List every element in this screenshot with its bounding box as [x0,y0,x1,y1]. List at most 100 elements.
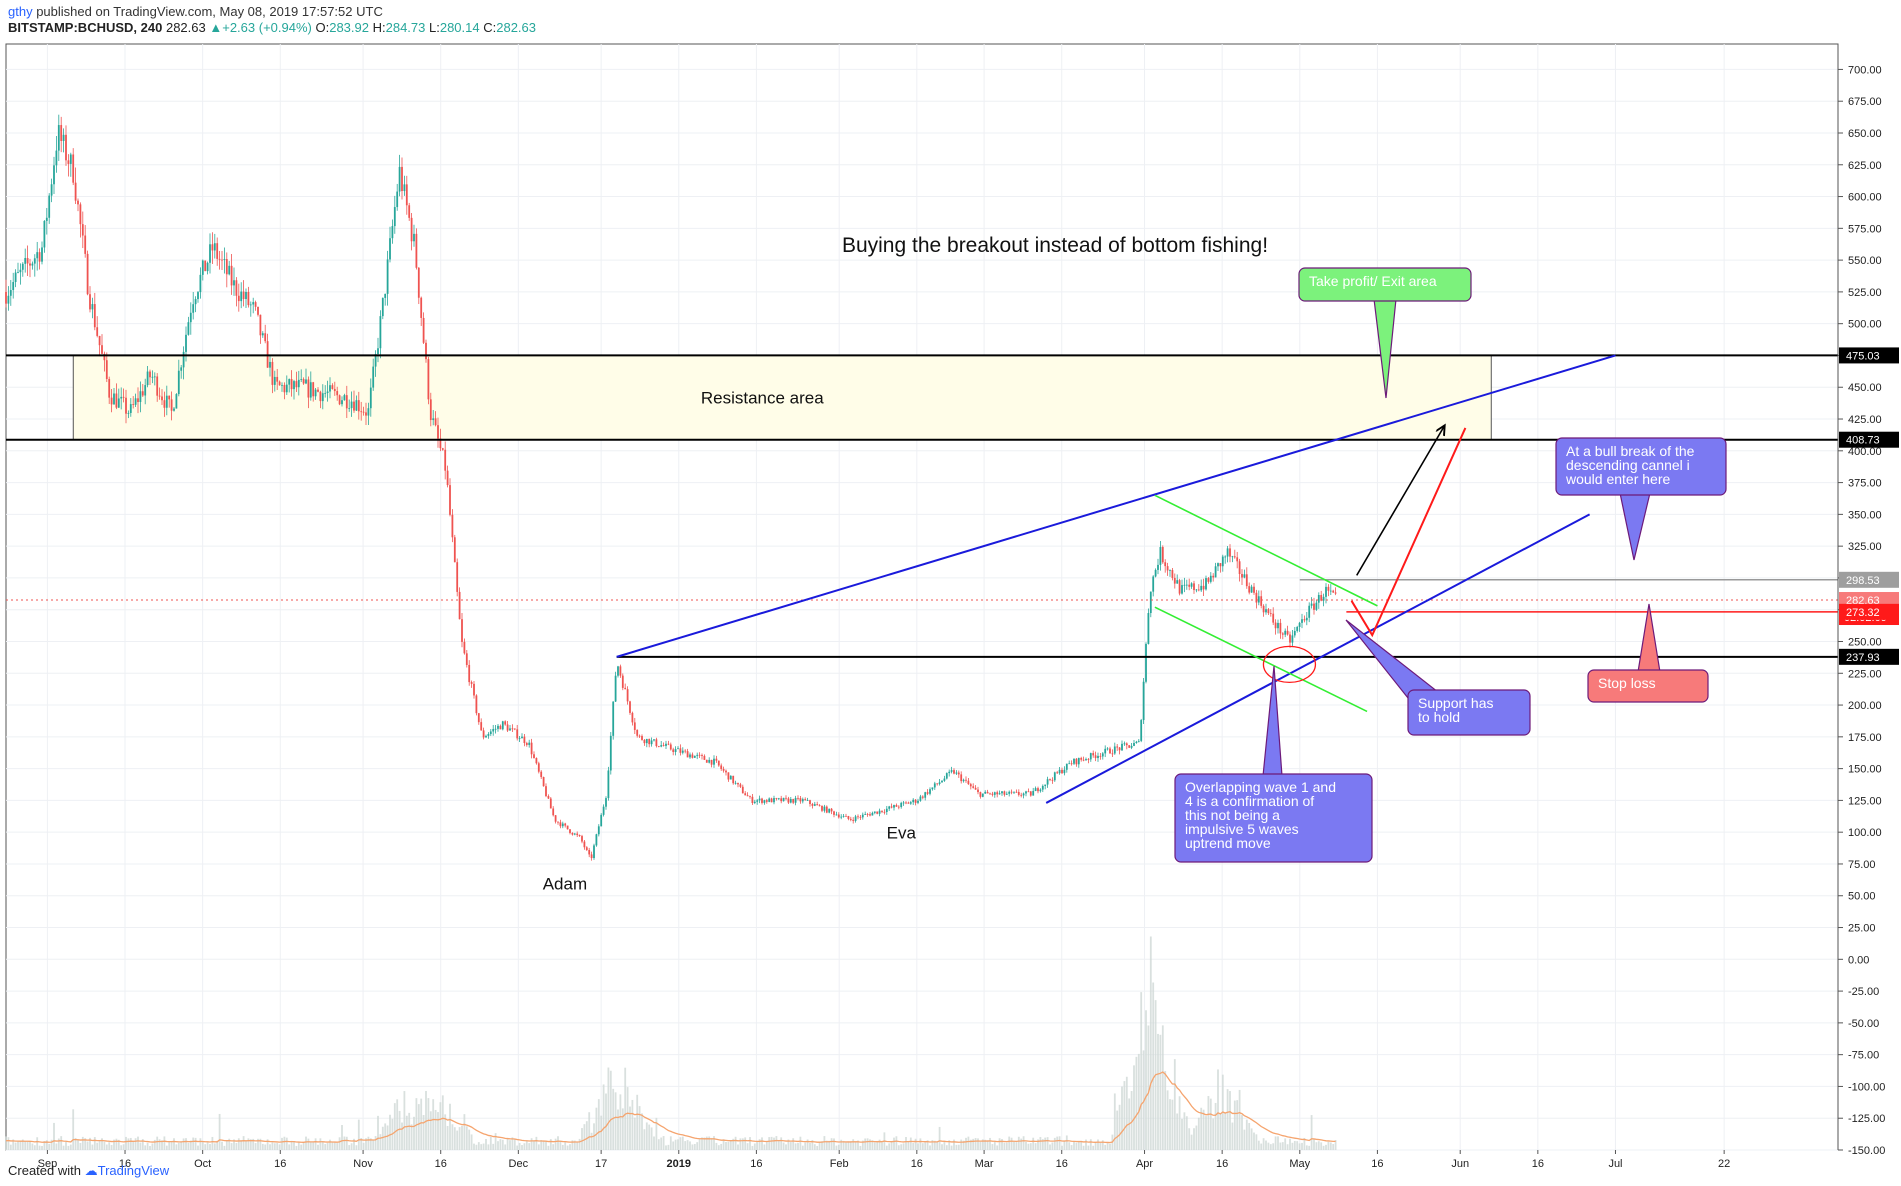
tradingview-link[interactable]: TradingView [97,1163,170,1178]
trend-line-upper-channel[interactable] [616,354,1616,658]
callout-take-profit[interactable]: Take profit/ Exit area [1298,267,1472,399]
volume-bar [153,1139,156,1150]
candle [369,387,372,409]
volume-bar [557,1136,559,1150]
volume-bar [1334,1140,1337,1150]
volume-bar [1049,1144,1051,1150]
candle [79,204,82,225]
volume-bar [38,1145,41,1150]
candle [1001,791,1003,794]
candle [348,408,351,409]
candle [540,771,543,778]
trend-line-descending-top[interactable] [1154,494,1378,607]
candle [902,802,905,804]
candle [98,335,101,346]
open-label: O: [315,20,330,35]
y-tick-label: -25.00 [1848,986,1879,998]
volume-bar [17,1140,19,1150]
candle [305,379,307,384]
volume-bar [127,1138,130,1150]
volume-bar [549,1139,552,1150]
volume-bar [1053,1137,1056,1150]
author-link[interactable]: gthy [8,4,33,19]
volume-bar [1166,1090,1169,1150]
candle [473,683,475,696]
volume-bar [621,1108,624,1150]
volume-bar [60,1136,63,1150]
candle [1267,609,1270,614]
volume-bar [1315,1142,1318,1150]
candle [1169,570,1171,571]
x-tick-label: Jul [1608,1158,1622,1170]
callout-stop-loss[interactable]: Stop loss [1587,603,1709,703]
candle [761,798,763,803]
callout-text: impulsive 5 waves [1185,821,1299,837]
volume-bar [1241,1115,1243,1150]
volume-bar [41,1145,43,1150]
volume-bar [110,1144,113,1150]
volume-bar [948,1140,951,1150]
candle [302,379,305,384]
volume-bar [897,1145,900,1150]
volume-bar [372,1139,375,1150]
volume-bar [1063,1141,1066,1150]
candle [17,272,19,273]
candle [545,786,547,797]
candle [115,393,118,408]
volume-bar [1329,1142,1332,1150]
volume-bar [84,1138,87,1150]
volume-bar [290,1140,293,1150]
y-tick-label: 100.00 [1848,827,1882,839]
candle [307,379,310,398]
candle [60,125,63,141]
candle [151,376,154,378]
volume-bar [638,1106,641,1150]
volume-bar [989,1137,991,1150]
annotation-eva: Eva [887,824,917,843]
chart-title: Buying the breakout instead of bottom fi… [842,234,1268,257]
volume-bar [521,1145,523,1150]
volume-bar [1058,1136,1061,1150]
volume-bar [554,1138,557,1150]
candle [7,295,10,304]
y-tick-label: 250.00 [1848,636,1882,648]
volume-bar [929,1145,931,1150]
volume-bar [835,1145,838,1150]
volume-bar [237,1138,240,1150]
volume-bar [449,1103,451,1150]
volume-bar [981,1139,984,1150]
tradingview-logo-icon: ☁ [84,1163,98,1178]
candle [31,263,34,266]
volume-bar [686,1140,689,1150]
close-label: C: [483,20,497,35]
candle [458,591,461,620]
trend-line-descending-bottom[interactable] [1154,606,1368,713]
candle [785,797,787,799]
candle [1157,564,1159,570]
volume-bar [576,1141,579,1150]
volume-bar [1082,1145,1085,1150]
volume-bar [403,1091,406,1150]
candle [177,370,180,395]
candle [1176,580,1179,584]
candle [770,798,773,803]
candle [345,395,348,409]
candle [487,734,490,736]
y-tick-label: 675.00 [1848,96,1882,108]
candle [1298,622,1301,627]
y-tick-label: 650.00 [1848,128,1882,140]
candle [869,814,871,816]
candle [746,795,749,797]
volume-bar [465,1126,468,1150]
trend-line-lower-channel[interactable] [1045,513,1591,804]
volume-bar [1178,1096,1181,1150]
volume-bar [223,1145,226,1150]
candle [1080,757,1083,760]
candle [134,398,137,405]
candle [312,382,315,397]
candle [146,371,149,386]
